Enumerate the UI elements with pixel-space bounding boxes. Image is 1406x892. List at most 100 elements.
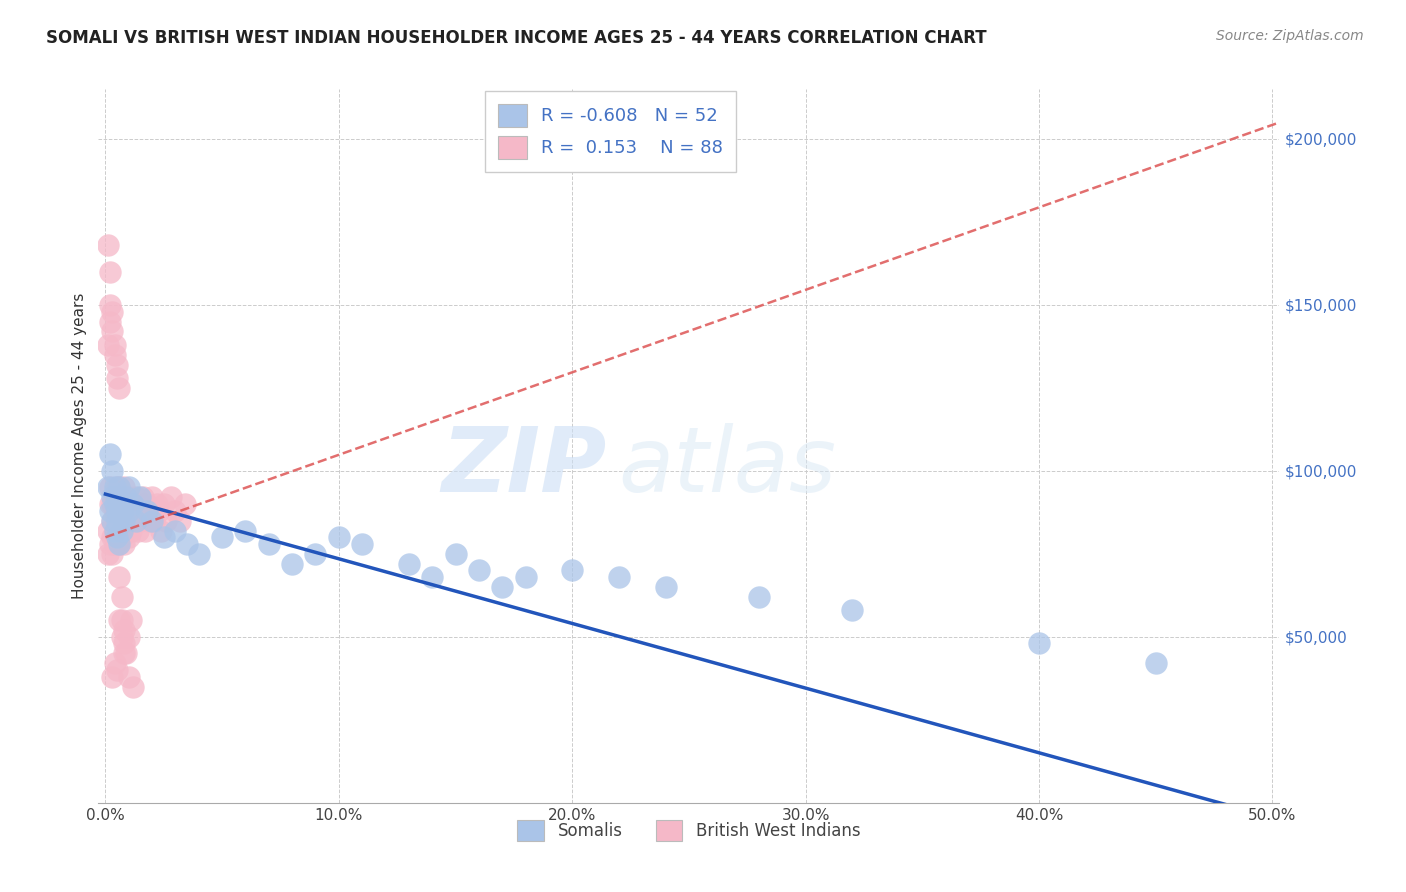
Point bbox=[150, 524, 173, 538]
Point bbox=[98, 504, 121, 518]
Point bbox=[112, 537, 135, 551]
Point bbox=[108, 613, 131, 627]
Point bbox=[120, 504, 142, 518]
Point bbox=[118, 670, 141, 684]
Point bbox=[111, 530, 134, 544]
Point bbox=[1028, 636, 1050, 650]
Point bbox=[104, 481, 127, 495]
Point bbox=[104, 491, 127, 505]
Point bbox=[328, 530, 350, 544]
Point bbox=[112, 647, 135, 661]
Point bbox=[122, 680, 145, 694]
Point bbox=[98, 298, 121, 312]
Point bbox=[105, 481, 128, 495]
Text: SOMALI VS BRITISH WEST INDIAN HOUSEHOLDER INCOME AGES 25 - 44 YEARS CORRELATION : SOMALI VS BRITISH WEST INDIAN HOUSEHOLDE… bbox=[46, 29, 987, 46]
Point bbox=[122, 497, 145, 511]
Point bbox=[491, 580, 513, 594]
Point bbox=[165, 504, 187, 518]
Point bbox=[97, 238, 120, 252]
Point bbox=[105, 514, 128, 528]
Point bbox=[105, 537, 128, 551]
Text: Source: ZipAtlas.com: Source: ZipAtlas.com bbox=[1216, 29, 1364, 43]
Point bbox=[169, 514, 191, 528]
Point bbox=[112, 497, 135, 511]
Point bbox=[120, 613, 142, 627]
Point bbox=[132, 504, 155, 518]
Point bbox=[104, 524, 127, 538]
Point bbox=[111, 630, 134, 644]
Point bbox=[561, 564, 583, 578]
Point bbox=[125, 514, 148, 528]
Point bbox=[104, 338, 127, 352]
Text: ZIP: ZIP bbox=[441, 424, 606, 511]
Point bbox=[141, 504, 163, 518]
Point bbox=[257, 537, 280, 551]
Point bbox=[748, 590, 770, 604]
Point bbox=[111, 514, 134, 528]
Point bbox=[841, 603, 863, 617]
Point bbox=[654, 580, 676, 594]
Point bbox=[444, 547, 467, 561]
Point bbox=[143, 514, 166, 528]
Point bbox=[101, 547, 124, 561]
Point bbox=[108, 537, 131, 551]
Point bbox=[607, 570, 630, 584]
Point bbox=[105, 358, 128, 372]
Point bbox=[115, 504, 138, 518]
Point bbox=[101, 464, 124, 478]
Point bbox=[235, 524, 257, 538]
Point bbox=[115, 491, 138, 505]
Point bbox=[101, 497, 124, 511]
Point bbox=[122, 497, 145, 511]
Point bbox=[118, 504, 141, 518]
Point bbox=[112, 514, 135, 528]
Point bbox=[101, 514, 124, 528]
Point bbox=[108, 570, 131, 584]
Legend: Somalis, British West Indians: Somalis, British West Indians bbox=[510, 814, 868, 848]
Point bbox=[281, 557, 304, 571]
Point bbox=[105, 491, 128, 505]
Point bbox=[104, 524, 127, 538]
Point bbox=[108, 381, 131, 395]
Point bbox=[112, 481, 135, 495]
Point bbox=[97, 338, 120, 352]
Point bbox=[136, 504, 159, 518]
Point bbox=[108, 481, 131, 495]
Point bbox=[125, 491, 148, 505]
Point bbox=[98, 447, 121, 461]
Point bbox=[112, 624, 135, 638]
Point bbox=[101, 491, 124, 505]
Point bbox=[122, 514, 145, 528]
Point bbox=[108, 481, 131, 495]
Point bbox=[146, 497, 169, 511]
Point bbox=[101, 670, 124, 684]
Point bbox=[118, 481, 141, 495]
Point bbox=[115, 524, 138, 538]
Point bbox=[118, 530, 141, 544]
Point bbox=[101, 530, 124, 544]
Point bbox=[112, 636, 135, 650]
Point bbox=[105, 504, 128, 518]
Point bbox=[115, 647, 138, 661]
Point bbox=[148, 504, 170, 518]
Point bbox=[155, 514, 177, 528]
Point bbox=[136, 497, 159, 511]
Point bbox=[108, 497, 131, 511]
Point bbox=[105, 530, 128, 544]
Point bbox=[152, 530, 174, 544]
Point bbox=[111, 613, 134, 627]
Point bbox=[104, 504, 127, 518]
Point bbox=[111, 590, 134, 604]
Point bbox=[129, 514, 152, 528]
Point bbox=[108, 504, 131, 518]
Point bbox=[129, 491, 152, 505]
Point bbox=[176, 537, 198, 551]
Point bbox=[139, 514, 162, 528]
Point bbox=[398, 557, 420, 571]
Point bbox=[98, 497, 121, 511]
Point bbox=[304, 547, 326, 561]
Point bbox=[105, 514, 128, 528]
Point bbox=[104, 497, 127, 511]
Point bbox=[132, 491, 155, 505]
Point bbox=[98, 265, 121, 279]
